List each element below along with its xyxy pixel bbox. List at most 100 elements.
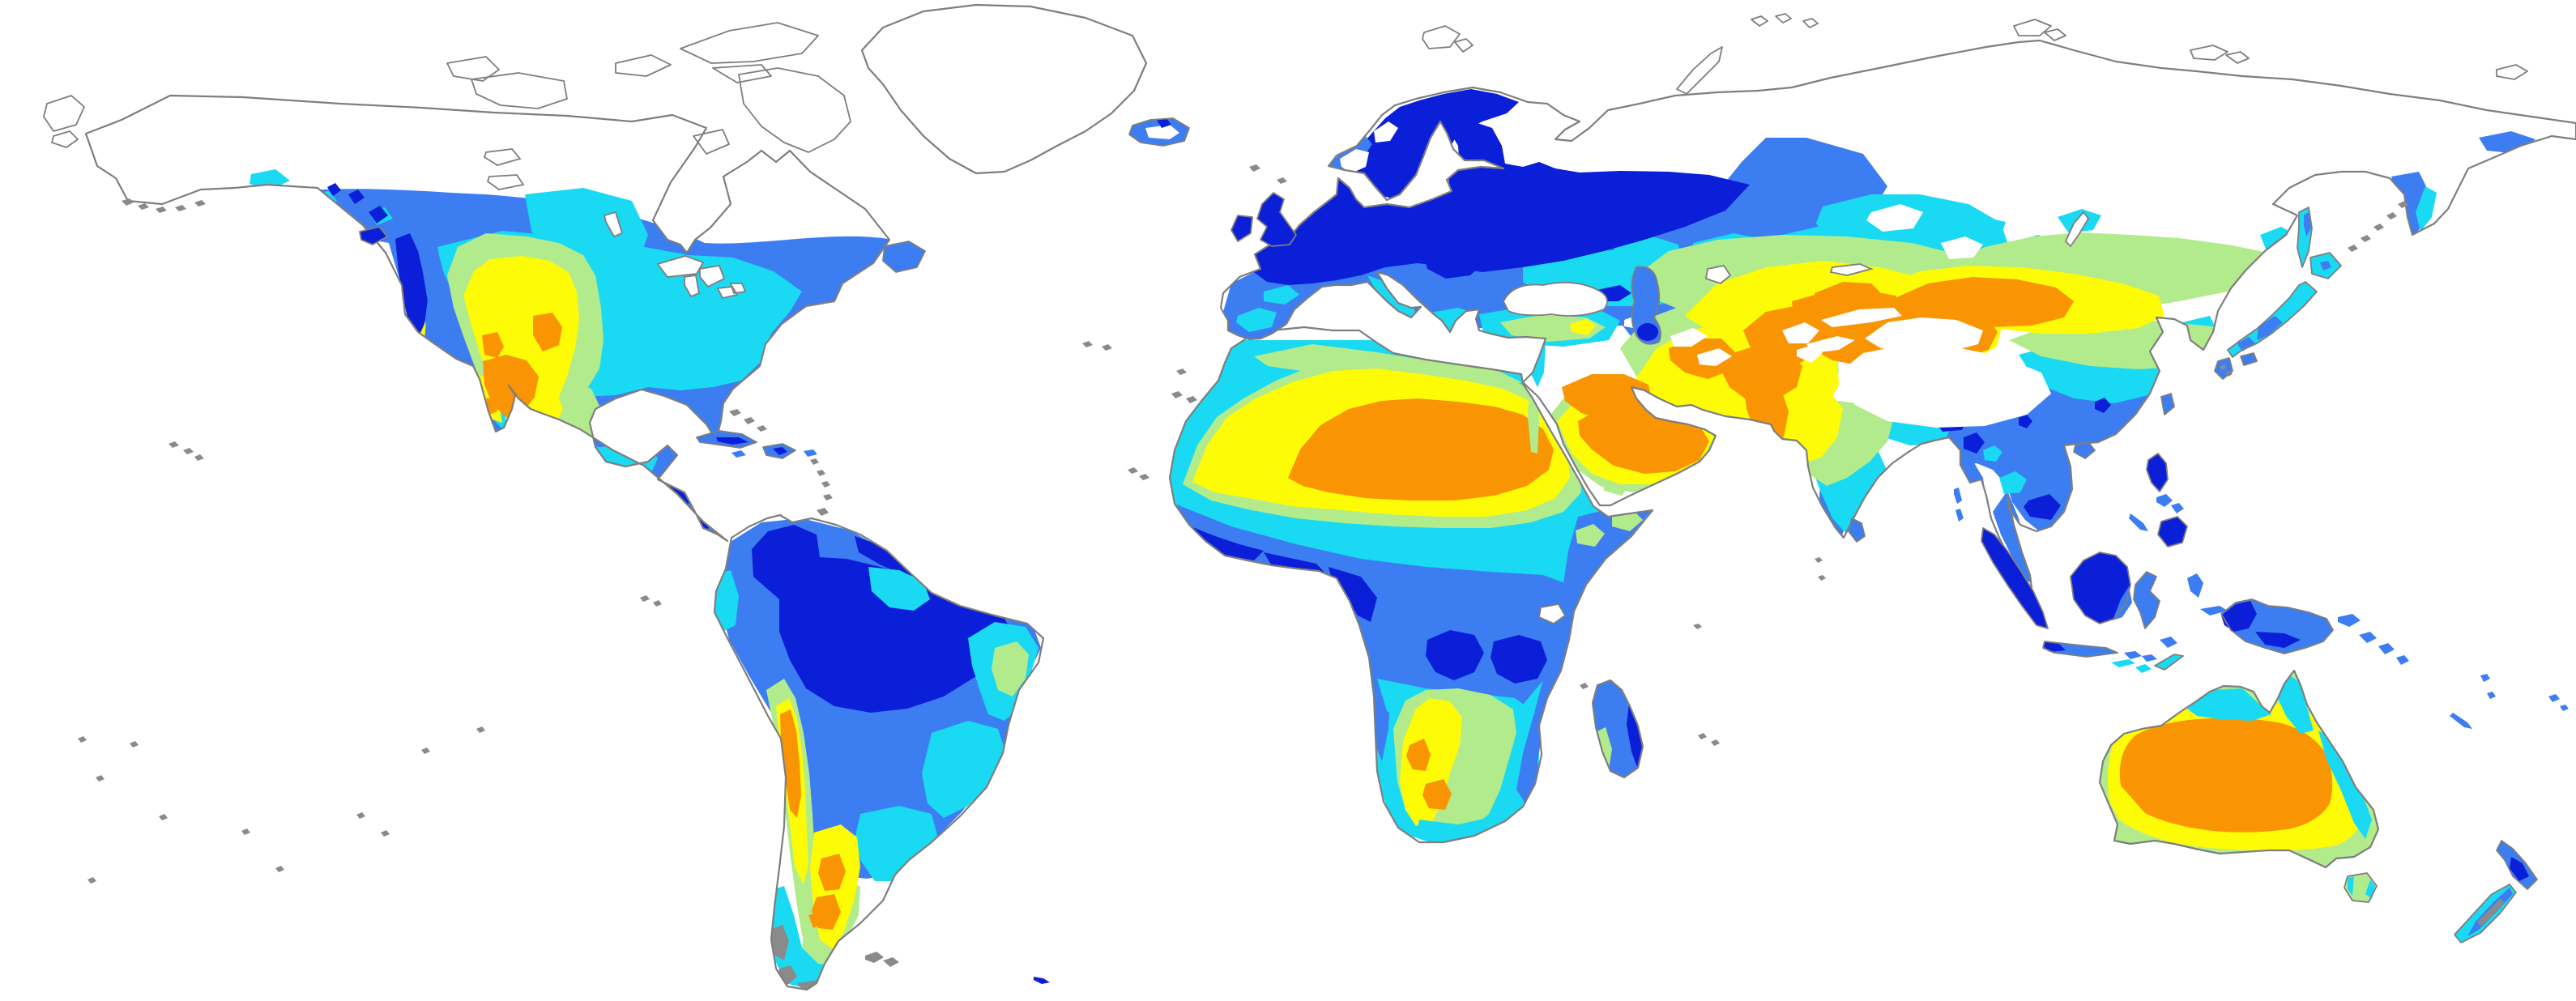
tianshan-white-ridges xyxy=(1806,308,1902,353)
south-georgia-sliver xyxy=(1034,977,1050,984)
eurasia-landmass xyxy=(1219,39,2576,590)
cape-york-cyan xyxy=(2278,674,2314,734)
australia-north-coast-cyan xyxy=(2187,688,2271,721)
bismarck-solomons xyxy=(2338,614,2409,665)
sulawesi xyxy=(2134,572,2160,628)
sakhalin-blue-patch xyxy=(2304,212,2311,236)
europe-dark-blue-mass xyxy=(1247,120,1750,285)
black-sea xyxy=(1502,281,1608,317)
aral-sea xyxy=(1704,264,1732,285)
jamaica-puerto-rico xyxy=(731,449,817,458)
madagascar-east-dark-sliver xyxy=(1627,695,1643,769)
bc-coast-dark-specks xyxy=(327,183,388,224)
tasmania-coastline xyxy=(2344,872,2378,903)
great-britain xyxy=(1257,193,1296,246)
new-caledonia xyxy=(2450,713,2472,729)
british-isles-coastline xyxy=(1230,192,1297,247)
newfoundland xyxy=(883,241,925,272)
nz-north-dark-center xyxy=(2510,857,2529,881)
sri-lanka-coastline xyxy=(1848,518,1866,543)
scandinavia-dark-blue xyxy=(1329,89,1519,199)
java-west-dark-tip xyxy=(2043,642,2066,652)
wrangel-island xyxy=(2496,64,2528,80)
zagros-white-slivers xyxy=(1624,313,1732,366)
kalahari-karoo-yellow xyxy=(1400,698,1462,826)
new-guinea-south-dark-strip xyxy=(2255,632,2301,648)
sakhalin-coastline xyxy=(2297,207,2313,268)
eurasia-climate-zones xyxy=(1221,89,2570,583)
new-siberian-islands xyxy=(2190,45,2250,64)
guinea-coast-dark-blue xyxy=(1173,518,1329,580)
philippines-mindanao xyxy=(2158,517,2187,547)
taiwan-hainan-coastline xyxy=(2073,393,2175,459)
nz-coastline xyxy=(2454,840,2538,943)
malay-peninsula-blue xyxy=(1993,491,2033,583)
pnw-inland-blue-strip xyxy=(418,238,446,353)
colorado-orange xyxy=(533,313,562,351)
kuril-specks xyxy=(2348,201,2408,252)
anatolia-yellow-spec xyxy=(1570,319,1596,335)
pacific-northwest-dark-blue xyxy=(395,233,428,340)
gobi-orange xyxy=(1891,277,2074,327)
canadian-lakes xyxy=(483,148,624,238)
namib-orange xyxy=(1406,739,1452,810)
andaman-slivers xyxy=(1954,488,1964,522)
faroe-shetland-specks xyxy=(1249,164,1287,184)
sumba-flores xyxy=(2111,659,2152,673)
lake-victoria xyxy=(1537,603,1567,625)
cameroon-gabon-dark-blue xyxy=(1329,567,1377,622)
franz-josef-dots xyxy=(1751,13,1819,28)
newfoundland-coastline xyxy=(882,241,926,273)
ellesmere-devon-islands xyxy=(615,22,819,83)
tasmania-island xyxy=(2344,872,2378,903)
baffin-island xyxy=(738,67,851,153)
congo-dark-blue-blobs xyxy=(1426,630,1547,684)
hawaii-specks xyxy=(168,441,204,461)
taiwan-hainan xyxy=(2073,393,2175,459)
great-lakes xyxy=(656,255,747,300)
pacific-islands xyxy=(2111,654,2569,729)
patagonia-icefield-gray xyxy=(768,925,847,990)
hispaniola-dark-specs xyxy=(773,447,787,455)
iceland-coastline xyxy=(1128,117,1190,147)
java-bali xyxy=(2043,641,2157,662)
lake-baikal xyxy=(2064,211,2090,248)
yunnan-dark-specks xyxy=(2002,398,2111,428)
nz-alps-gray-sliver xyxy=(2477,899,2505,926)
bahamas-lesser-antilles-specks xyxy=(729,409,833,516)
borneo xyxy=(2071,552,2130,624)
south-siberia-cyan-patches xyxy=(1943,209,2101,261)
great-basin-orange xyxy=(482,332,504,358)
japan-islands xyxy=(2214,252,2342,380)
timor-coastline xyxy=(2154,654,2184,671)
victoria-island xyxy=(471,72,568,109)
caatinga-pale-green xyxy=(992,641,1029,696)
anatolia-green-center xyxy=(1500,314,1606,342)
svalbard xyxy=(1422,25,1474,53)
south-america-landmass xyxy=(713,513,1045,991)
norway-mountain-white xyxy=(1340,121,1398,173)
taiwan xyxy=(2161,394,2174,415)
japan-coastline xyxy=(2214,252,2342,380)
tasmania-cyan-fringe xyxy=(2348,876,2375,899)
monte-desert-orange xyxy=(808,854,846,930)
aleutian-specks xyxy=(122,198,206,213)
maritime-southeast-asia xyxy=(1981,453,2409,665)
falkland-specks xyxy=(865,952,899,967)
tarim-basin-white xyxy=(1865,317,1983,352)
novaya-zemlya xyxy=(1676,46,1723,95)
vanuatu-fiji-dots xyxy=(2480,674,2569,711)
west-siberia-white-gaps xyxy=(1866,204,1983,259)
greater-antilles-coastline xyxy=(696,430,796,459)
amazon-dark-blue-core xyxy=(752,525,1009,713)
thailand-cyan-spots xyxy=(1983,445,2027,494)
small-island-specks xyxy=(78,164,2408,967)
australia-orange-core xyxy=(2119,718,2333,833)
sumatra xyxy=(1981,528,2048,628)
southern-chile-cyan xyxy=(768,886,836,990)
lake-balkhash xyxy=(1829,263,1874,276)
iceland-island xyxy=(1128,117,1190,147)
galapagos-specks xyxy=(640,595,662,607)
sonora-orange xyxy=(483,355,539,417)
